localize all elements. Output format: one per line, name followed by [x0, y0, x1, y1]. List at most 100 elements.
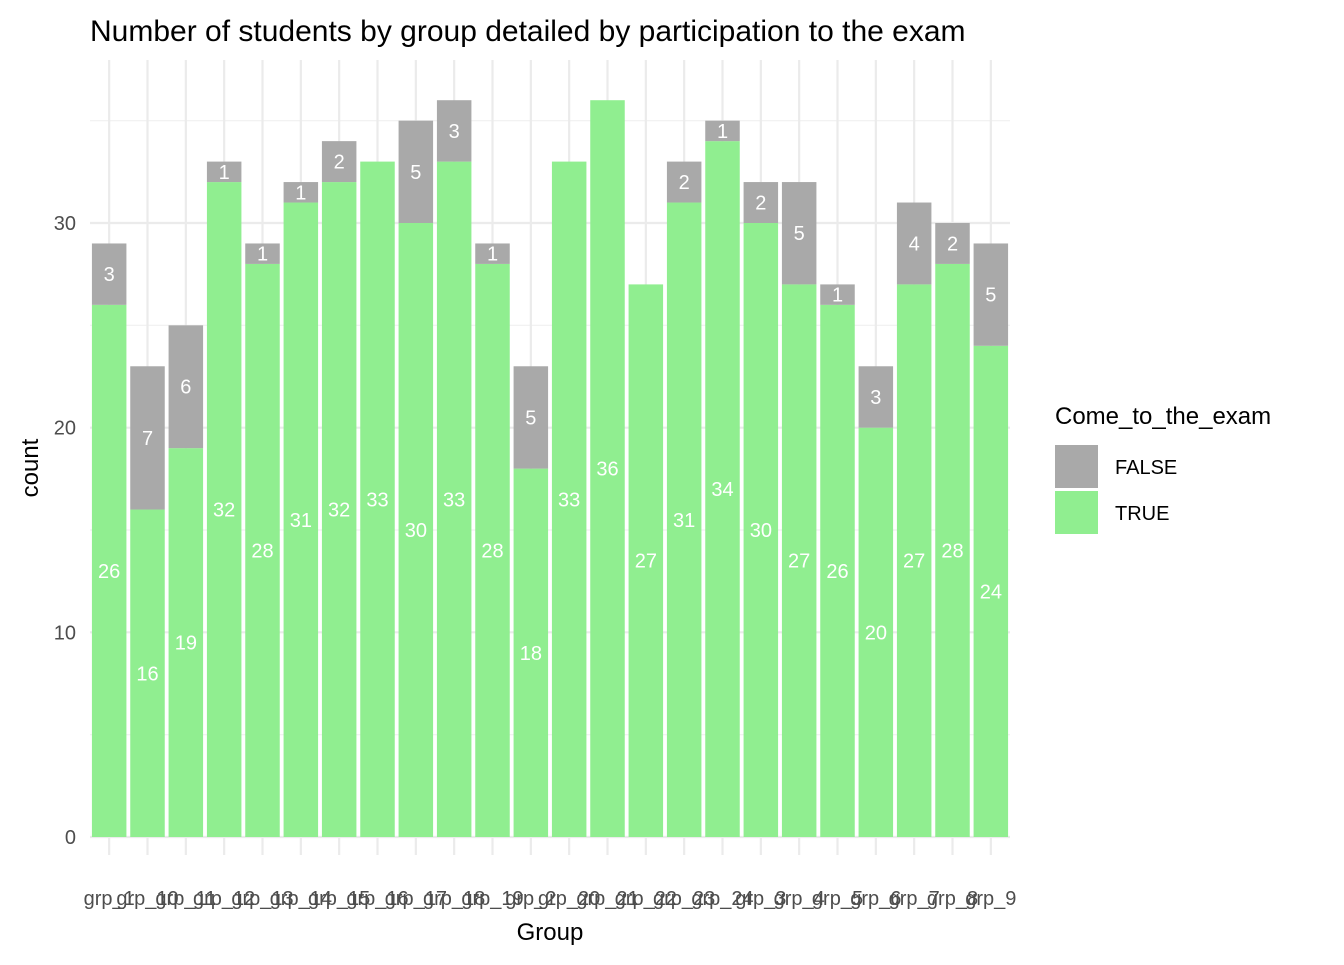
x-tick-label: grp_17	[385, 888, 447, 910]
bar-true	[590, 100, 625, 837]
bar-false	[666, 161, 702, 203]
bar-label-true: 28	[251, 540, 273, 562]
bar-label-true: 18	[520, 643, 542, 665]
bar-true	[666, 202, 702, 838]
bar-true	[820, 304, 855, 837]
bar-label-true: 36	[596, 459, 618, 481]
bar-false	[91, 243, 127, 305]
bar-false	[705, 120, 740, 142]
bar-label-false: 6	[180, 377, 191, 399]
x-tick-label: grp_21	[576, 888, 638, 910]
bar-true	[628, 284, 664, 837]
bar-true	[168, 448, 204, 837]
bar-label-true: 33	[558, 489, 580, 511]
x-tick-label: grp_1	[84, 888, 135, 910]
bar-label-true: 34	[711, 479, 733, 501]
bar-label-false: 1	[832, 285, 843, 307]
bar-true	[360, 161, 395, 838]
x-tick-label: grp_7	[889, 888, 940, 910]
bar-true	[245, 263, 280, 837]
y-tick-label: 30	[54, 213, 76, 235]
bar-false	[896, 202, 932, 285]
bar-false	[436, 100, 472, 162]
bar-label-false: 3	[104, 264, 115, 286]
y-axis: 0 10 20 30	[54, 213, 76, 849]
bar-false	[130, 366, 165, 510]
bar-true	[705, 141, 740, 838]
bar-label-true: 32	[328, 500, 350, 522]
bar-label-true: 32	[213, 500, 235, 522]
legend-swatch	[1055, 445, 1098, 488]
bar-label-true: 27	[635, 551, 657, 573]
bar-false	[820, 284, 855, 305]
bar-false	[858, 366, 894, 428]
bar-false	[513, 366, 549, 469]
bar-label-true: 31	[673, 510, 695, 532]
x-axis-title: Group	[517, 919, 584, 946]
bar-true	[896, 284, 932, 837]
legend-label: FALSE	[1115, 457, 1177, 479]
bar-label-false: 1	[717, 121, 728, 143]
bar-label-true: 30	[750, 520, 772, 542]
x-tick-label: grp_13	[231, 888, 293, 910]
bar-false	[398, 120, 434, 223]
bar-label-false: 1	[257, 244, 268, 266]
bar-false	[781, 182, 817, 285]
bars	[91, 100, 1009, 838]
x-tick-label: grp_5	[812, 888, 863, 910]
x-tick-label: grp_12	[193, 888, 255, 910]
bar-label-true: 26	[98, 561, 120, 583]
bar-label-false: 2	[755, 193, 766, 215]
bar-true	[475, 263, 510, 837]
x-tick-label: grp_9	[965, 888, 1016, 910]
bar-false	[475, 243, 510, 264]
x-tick-label: grp_2	[505, 888, 556, 910]
bar-label-false: 3	[870, 387, 881, 409]
bar-label-true: 26	[826, 561, 848, 583]
chart-title: Number of students by group detailed by …	[90, 15, 966, 48]
bar-label-false: 2	[334, 152, 345, 174]
bar-label-true: 28	[941, 540, 963, 562]
x-tick-label: grp_22	[615, 888, 677, 910]
x-tick-label: grp_4	[774, 888, 825, 910]
bar-false	[321, 141, 357, 183]
bar-false	[245, 243, 280, 264]
bar-true	[551, 161, 587, 838]
x-tick-label: grp_20	[538, 888, 600, 910]
bar-label-true: 27	[788, 551, 810, 573]
bar-label-false: 2	[947, 233, 958, 255]
legend-title: Come_to_the_exam	[1055, 403, 1271, 430]
bar-label-false: 1	[295, 182, 306, 204]
x-tick-label: grp_6	[850, 888, 901, 910]
x-tick-label: grp_23	[653, 888, 715, 910]
bar-label-true: 30	[405, 520, 427, 542]
bar-label-false: 1	[487, 244, 498, 266]
x-tick-label: grp_14	[270, 888, 332, 910]
bar-true	[398, 223, 434, 837]
x-tick-label: grp_16	[346, 888, 408, 910]
bar-label-false: 7	[142, 428, 153, 450]
y-tick-label: 20	[54, 418, 76, 440]
x-tick-label: grp_18	[423, 888, 485, 910]
legend: Come_to_the_exam FALSE TRUE	[1055, 403, 1271, 534]
bar-false	[743, 182, 779, 223]
x-tick-label: grp_8	[927, 888, 978, 910]
bar-false	[935, 223, 970, 264]
bar-true	[935, 263, 970, 837]
bar-label-true: 27	[903, 551, 925, 573]
bar-label-true: 28	[481, 540, 503, 562]
bar-label-true: 33	[443, 489, 465, 511]
bar-true	[973, 345, 1009, 837]
legend-label: TRUE	[1115, 503, 1169, 525]
bar-true	[130, 509, 165, 837]
bar-label-false: 5	[794, 223, 805, 245]
y-tick-label: 0	[65, 827, 76, 849]
x-tick-label: grp_24	[691, 888, 753, 910]
bar-label-true: 16	[136, 663, 158, 685]
x-tick-label: grp_10	[116, 888, 178, 910]
bar-label-false: 5	[410, 162, 421, 184]
x-tick-label: grp_11	[155, 888, 216, 910]
